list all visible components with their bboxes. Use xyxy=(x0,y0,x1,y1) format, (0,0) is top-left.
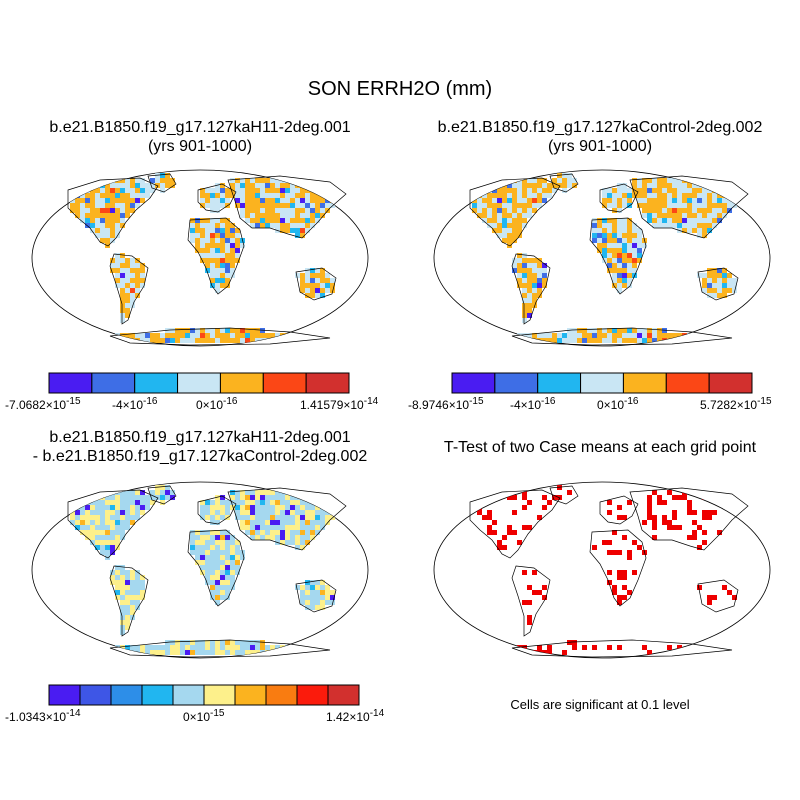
colorbar-box xyxy=(141,684,174,706)
colorbar-box xyxy=(327,684,360,706)
panel2-tick-4: 5.7282×10-15 xyxy=(700,396,772,412)
colorbar-box xyxy=(622,372,667,394)
panel3-tick-1: -1.0343×10-14 xyxy=(5,708,81,724)
coastline-north-america xyxy=(469,177,561,247)
colorbar-box xyxy=(172,684,205,706)
coastline-europe xyxy=(197,183,237,213)
colorbar-box xyxy=(79,684,112,706)
coastline-greenland xyxy=(549,173,579,193)
coastline-asia xyxy=(629,487,749,551)
panel2-tick-2: -4×10-16 xyxy=(510,396,556,412)
coastline-antarctica xyxy=(109,327,331,346)
colorbar-box xyxy=(262,372,307,394)
panel2-map xyxy=(433,169,771,347)
panel1-colorbar-boxes xyxy=(48,372,350,394)
coastline-europe xyxy=(197,495,237,525)
panel2-tick-1: -8.9746×10-15 xyxy=(408,396,484,412)
coastline-north-america xyxy=(67,489,159,559)
panel3-tick-2: 0×10-15 xyxy=(183,708,225,724)
colorbar-box xyxy=(296,684,329,706)
coastline-africa xyxy=(187,217,245,295)
panel3-title: b.e21.B1850.f19_g17.127kaH11-2deg.001 - … xyxy=(0,428,400,466)
colorbar-box xyxy=(203,684,236,706)
page-title: SON ERRH2O (mm) xyxy=(307,78,493,100)
colorbar-box xyxy=(537,372,582,394)
colorbar-box xyxy=(580,372,624,394)
panel1-title-line2: (yrs 901-1000) xyxy=(147,138,253,155)
coastline-south-america xyxy=(511,253,551,325)
colorbar-box xyxy=(110,684,143,706)
coastline-australia xyxy=(697,579,739,613)
coastline-asia xyxy=(227,487,347,551)
coastline-greenland xyxy=(147,485,177,505)
colorbar-box xyxy=(494,372,539,394)
coastline-antarctica xyxy=(511,639,733,658)
coastline-africa xyxy=(187,529,245,607)
coastline-antarctica xyxy=(109,639,331,658)
panel2-tick-3: 0×10-16 xyxy=(597,396,639,412)
panel4-title: T-Test of two Case means at each grid po… xyxy=(443,439,757,456)
panel1-map xyxy=(31,169,369,347)
coastline-south-america xyxy=(109,565,149,637)
colorbar-box xyxy=(265,684,298,706)
coastline-greenland xyxy=(549,485,579,505)
coastline-south-america xyxy=(511,565,551,637)
colorbar-box xyxy=(665,372,710,394)
coastline-africa xyxy=(589,217,647,295)
coastline-north-america xyxy=(67,177,159,247)
panel2-title: b.e21.B1850.f19_g17.127kaControl-2deg.00… xyxy=(400,118,800,156)
coastline-europe xyxy=(599,495,639,525)
panel3-tick-3: 1.42×10-14 xyxy=(326,708,385,724)
panel3-colorbar-boxes xyxy=(48,684,360,706)
panel3-title-line2: - b.e21.B1850.f19_g17.127kaControl-2deg.… xyxy=(32,448,368,465)
panel2-colorbar-boxes xyxy=(451,372,753,394)
coastline-africa xyxy=(589,529,647,607)
coastline-australia xyxy=(295,579,337,613)
coastline-south-america xyxy=(109,253,149,325)
panel1-tick-4: 1.41579×10-14 xyxy=(300,396,379,412)
panel4-map xyxy=(433,481,771,659)
colorbar-box xyxy=(708,372,753,394)
panel2-title-line2: (yrs 901-1000) xyxy=(547,138,653,155)
coastline-australia xyxy=(697,267,739,301)
coastline-europe xyxy=(599,183,639,213)
coastline-antarctica xyxy=(511,327,733,346)
panel1-tick-3: 0×10-16 xyxy=(196,396,238,412)
colorbar-box xyxy=(305,372,350,394)
panel1-title: b.e21.B1850.f19_g17.127kaH11-2deg.001 (y… xyxy=(0,118,400,156)
significance-note: Cells are significant at 0.1 level xyxy=(510,697,690,712)
panel3-title-line1: b.e21.B1850.f19_g17.127kaH11-2deg.001 xyxy=(49,429,351,446)
colorbar-box xyxy=(451,372,496,394)
colorbar-box xyxy=(219,372,264,394)
colorbar-box xyxy=(234,684,267,706)
colorbar-box xyxy=(91,372,136,394)
colorbar-box xyxy=(48,684,81,706)
colorbar-box xyxy=(48,372,93,394)
panel1-tick-2: -4×10-16 xyxy=(112,396,158,412)
coastline-asia xyxy=(227,175,347,239)
panel1-colorbar xyxy=(48,372,350,399)
panel3-map xyxy=(31,481,369,659)
panel1-tick-1: -7.0682×10-15 xyxy=(5,396,81,412)
coastline-asia xyxy=(629,175,749,239)
colorbar-box xyxy=(177,372,221,394)
coastline-greenland xyxy=(147,173,177,193)
colorbar-box xyxy=(134,372,179,394)
panel2-title-line1: b.e21.B1850.f19_g17.127kaControl-2deg.00… xyxy=(437,119,763,136)
panel1-title-line1: b.e21.B1850.f19_g17.127kaH11-2deg.001 xyxy=(49,119,351,136)
coastline-north-america xyxy=(469,489,561,559)
panel3-colorbar xyxy=(48,684,360,711)
panel2-colorbar xyxy=(451,372,753,399)
coastline-australia xyxy=(295,267,337,301)
